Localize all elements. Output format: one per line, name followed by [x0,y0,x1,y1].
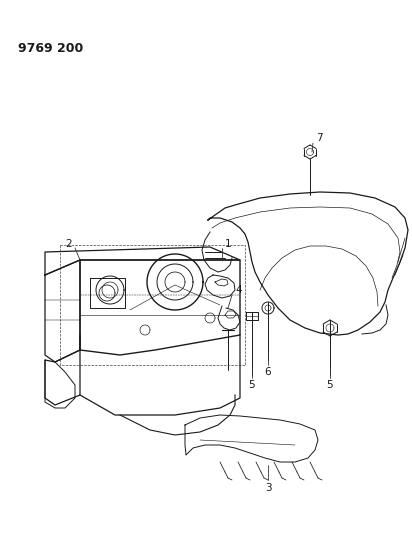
Text: 2: 2 [66,239,72,249]
Text: 5: 5 [249,380,255,390]
Text: 9769 200: 9769 200 [18,42,83,55]
Text: 6: 6 [265,367,272,377]
Text: 7: 7 [316,133,323,143]
Text: 3: 3 [265,483,272,493]
Text: 1: 1 [225,239,232,249]
Text: 5: 5 [327,380,333,390]
Text: 4: 4 [235,285,241,295]
